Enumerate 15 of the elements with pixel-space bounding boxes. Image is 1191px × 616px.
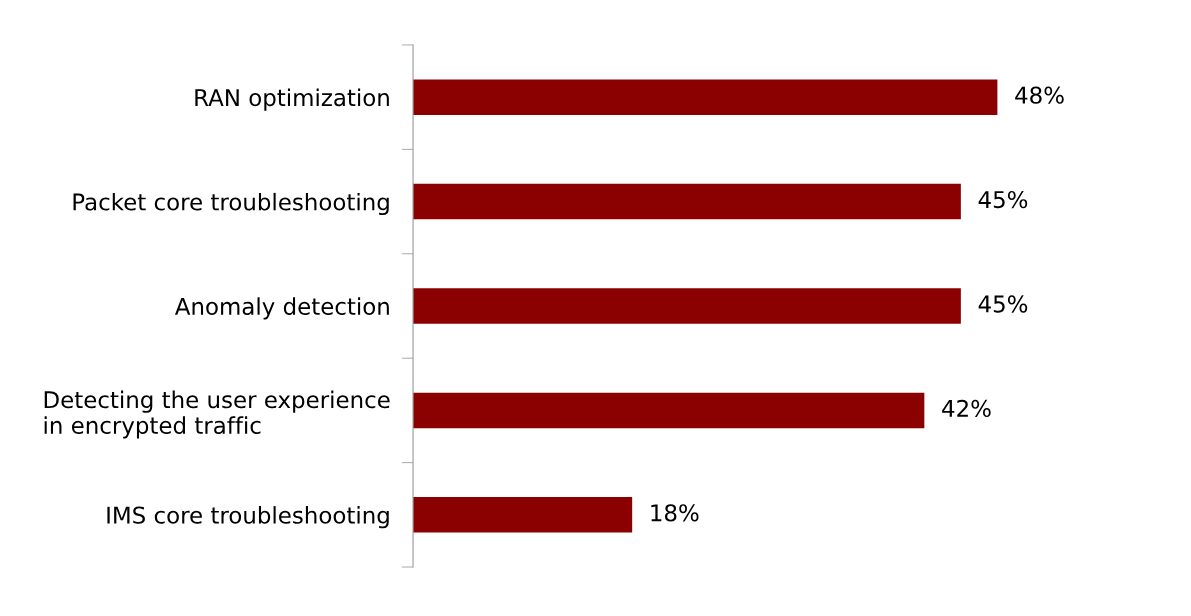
y-tick-label: IMS core troubleshooting	[107, 506, 389, 529]
data-label: 45%	[978, 190, 1028, 209]
y-tick-label: RAN optimization	[195, 88, 389, 111]
y-tick-label: Anomaly detection	[174, 297, 389, 320]
bar	[413, 183, 961, 220]
data-label: 45%	[978, 295, 1028, 313]
bar	[413, 79, 998, 115]
y-tick-label: Packet core troubleshooting	[73, 192, 389, 216]
data-label: 42%	[942, 399, 991, 418]
bar	[413, 392, 925, 429]
bar	[413, 288, 961, 324]
data-label: 18%	[651, 504, 699, 522]
bar	[413, 497, 633, 533]
data-label: 48%	[1015, 86, 1064, 104]
y-tick-label: Detecting the user experience in encrypted traffic	[44, 390, 390, 439]
